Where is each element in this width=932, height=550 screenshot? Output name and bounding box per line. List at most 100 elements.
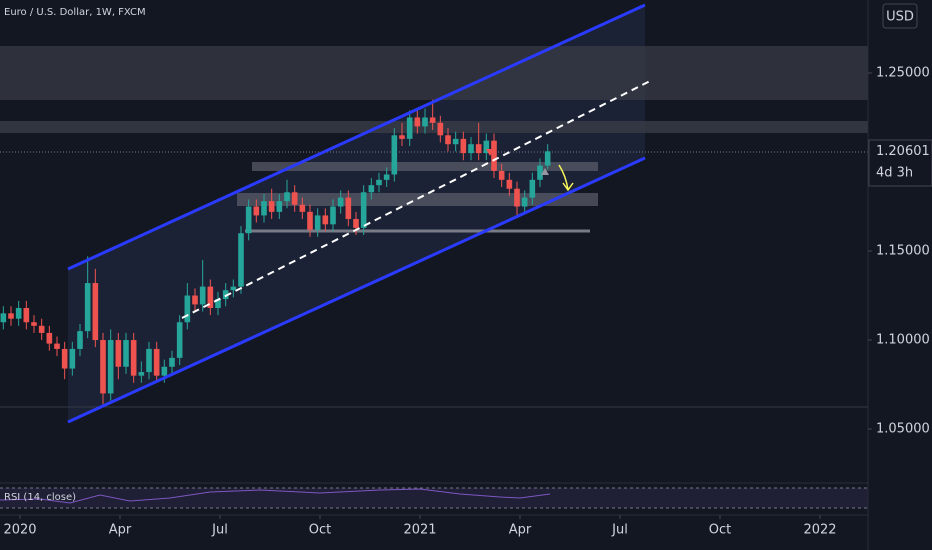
channel-upper <box>67 3 646 271</box>
candle-body <box>291 192 298 205</box>
candle-body <box>337 197 344 207</box>
candle-body <box>92 283 99 341</box>
x-tick-label: Oct <box>709 523 731 538</box>
y-tick-label: 1.05000 <box>876 422 930 437</box>
candle-body <box>537 165 543 180</box>
candle-body <box>345 197 352 219</box>
y-tick-label: 1.15000 <box>876 244 930 259</box>
candle-body <box>192 295 198 305</box>
candle-body <box>307 211 313 230</box>
candle-body <box>77 331 83 349</box>
candle-body <box>31 322 37 326</box>
x-tick-label: Jul <box>611 523 628 538</box>
candle-body <box>169 357 175 367</box>
candle-body <box>61 348 68 369</box>
candle-body <box>445 135 451 145</box>
candle-body <box>115 340 122 367</box>
x-tick-label: Jul <box>211 523 228 538</box>
candle-body <box>491 140 497 171</box>
candle-body <box>245 206 252 234</box>
candle-body <box>268 201 275 212</box>
candle-body <box>452 138 459 145</box>
x-tick-label: 2021 <box>403 523 436 538</box>
zone <box>0 121 868 133</box>
channel-lower <box>67 156 646 424</box>
candle-body <box>514 188 520 207</box>
y-tick-label: 1.10000 <box>876 333 930 348</box>
x-tick-label: 2022 <box>803 523 836 538</box>
x-tick-label: Apr <box>109 523 132 538</box>
candle-body <box>360 192 367 228</box>
candle-body <box>276 201 283 212</box>
zone <box>252 162 598 171</box>
candle-body <box>15 307 22 319</box>
candle-body <box>199 286 206 305</box>
candle-body <box>238 233 244 287</box>
candle-body <box>521 197 528 207</box>
candle-body <box>84 283 91 332</box>
arrow <box>558 164 574 192</box>
candle-body <box>544 151 551 166</box>
marker <box>486 149 494 156</box>
price-label-box <box>868 139 932 187</box>
x-tick-label: Apr <box>509 523 532 538</box>
candle-body <box>529 179 536 198</box>
currency: USD <box>886 10 914 25</box>
candle-body <box>460 138 467 154</box>
candle-body <box>399 135 405 139</box>
candle-body <box>184 295 191 323</box>
candle-body <box>146 348 152 373</box>
candle-body <box>483 140 490 154</box>
rsi-line <box>0 488 551 504</box>
candle-body <box>437 122 444 136</box>
candle-body <box>261 201 267 216</box>
zone <box>237 193 598 206</box>
candle-body <box>506 179 513 189</box>
candle-body <box>368 185 375 193</box>
candle-body <box>353 218 359 228</box>
last-price: 1.20601 <box>876 144 930 159</box>
candle-body <box>422 117 428 127</box>
candle-body <box>330 206 336 225</box>
candle-body <box>475 144 482 154</box>
zone <box>0 46 868 100</box>
candle-body <box>38 325 45 333</box>
candle-body <box>215 299 221 308</box>
candle-body <box>123 340 129 367</box>
candle-body <box>107 340 114 394</box>
marker <box>541 168 549 175</box>
candle-body <box>176 322 183 358</box>
overlay <box>67 3 653 424</box>
countdown: 4d 3h <box>876 166 913 181</box>
candle-body <box>161 366 168 376</box>
candle-body <box>100 340 106 394</box>
candle-body <box>383 174 390 180</box>
channel-mid <box>181 79 653 319</box>
candle-body <box>46 332 53 344</box>
currency-button[interactable] <box>882 3 918 29</box>
x-tick-label: 2020 <box>3 523 36 538</box>
candle-body <box>376 179 382 186</box>
candle-body <box>322 215 329 225</box>
candles <box>0 99 551 405</box>
chart-title: Euro / U.S. Dollar, 1W, FXCM <box>4 7 146 18</box>
candle-body <box>23 307 30 323</box>
candle-body <box>414 117 421 127</box>
candle-body <box>8 313 14 319</box>
candle-body <box>138 372 145 376</box>
candle-body <box>230 286 237 291</box>
candle-body <box>429 117 436 123</box>
candle-body <box>299 204 306 212</box>
candle-body <box>406 117 413 139</box>
rsi-zone <box>0 488 868 508</box>
drawings <box>0 5 868 422</box>
x-tick-label: Oct <box>309 523 331 538</box>
candle-body <box>69 348 76 369</box>
candle-body <box>0 313 7 323</box>
candle-body <box>284 192 290 202</box>
candle-body <box>391 135 398 175</box>
candle-body <box>54 343 60 349</box>
candle-body <box>207 286 214 308</box>
